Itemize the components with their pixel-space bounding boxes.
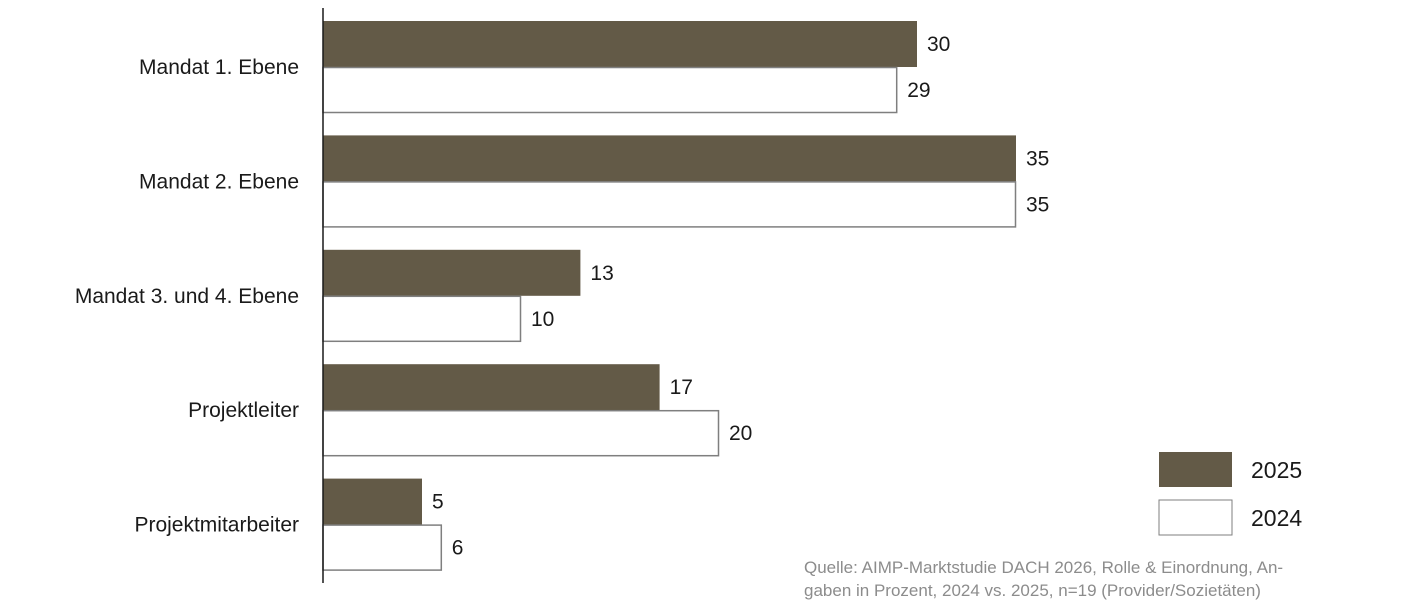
- bar-projektmitarbeiter-2025: [323, 478, 422, 525]
- bar-mandat-2-ebene-2025: [323, 135, 1016, 182]
- value-label-mandat-2-ebene-2025: 35: [1026, 147, 1049, 170]
- source-line-2: gaben in Prozent, 2024 vs. 2025, n=19 (P…: [804, 581, 1261, 600]
- bar-mandat-1-ebene-2025: [323, 21, 917, 67]
- source-line-1: Quelle: AIMP-Marktstudie DACH 2026, Roll…: [804, 558, 1284, 577]
- value-label-mandat-1-ebene-2024: 29: [907, 79, 930, 102]
- value-label-projektleiter-2024: 20: [729, 422, 752, 445]
- legend-label-2024: 2024: [1251, 505, 1302, 531]
- value-label-projektmitarbeiter-2025: 5: [432, 491, 444, 514]
- legend-swatch-2025: [1159, 452, 1232, 487]
- bar-projektleiter-2025: [323, 364, 660, 411]
- value-label-mandat-3-und-4-ebene-2025: 13: [590, 262, 613, 285]
- bar-mandat-3-und-4-ebene-2024: [322, 295, 522, 343]
- value-label-mandat-2-ebene-2024: 35: [1026, 193, 1049, 216]
- value-label-mandat-1-ebene-2025: 30: [927, 33, 950, 56]
- bar-projektleiter-2024: [322, 409, 720, 457]
- category-label-projektleiter: Projektleiter: [188, 399, 299, 422]
- bar-mandat-1-ebene-2024: [322, 66, 898, 114]
- legend-label-2025: 2025: [1251, 457, 1302, 483]
- bar-mandat-3-und-4-ebene-2025: [323, 249, 581, 296]
- legend-swatch-2024: [1158, 499, 1233, 536]
- legend: 2025 2024: [1158, 452, 1302, 536]
- category-label-mandat-3-und-4-ebene: Mandat 3. und 4. Ebene: [75, 285, 299, 308]
- category-label-mandat-1-ebene: Mandat 1. Ebene: [139, 56, 299, 79]
- category-label-projektmitarbeiter: Projektmitarbeiter: [134, 514, 299, 537]
- value-label-mandat-3-und-4-ebene-2024: 10: [531, 308, 554, 331]
- source-note: Quelle: AIMP-Marktstudie DACH 2026, Roll…: [804, 556, 1404, 602]
- category-labels-group: Mandat 1. Ebene Mandat 2. Ebene Mandat 3. …: [75, 56, 299, 537]
- bar-projektmitarbeiter-2024: [322, 524, 443, 571]
- value-labels-group: 30 29 35 35 13 10 17 20 56: [432, 33, 1049, 560]
- bar-mandat-2-ebene-2024: [322, 181, 1017, 228]
- value-label-projektmitarbeiter-2024: 6: [452, 537, 464, 560]
- value-label-projektleiter-2025: 17: [670, 376, 693, 399]
- category-label-mandat-2-ebene: Mandat 2. Ebene: [139, 170, 299, 193]
- bars-group: [322, 21, 1017, 571]
